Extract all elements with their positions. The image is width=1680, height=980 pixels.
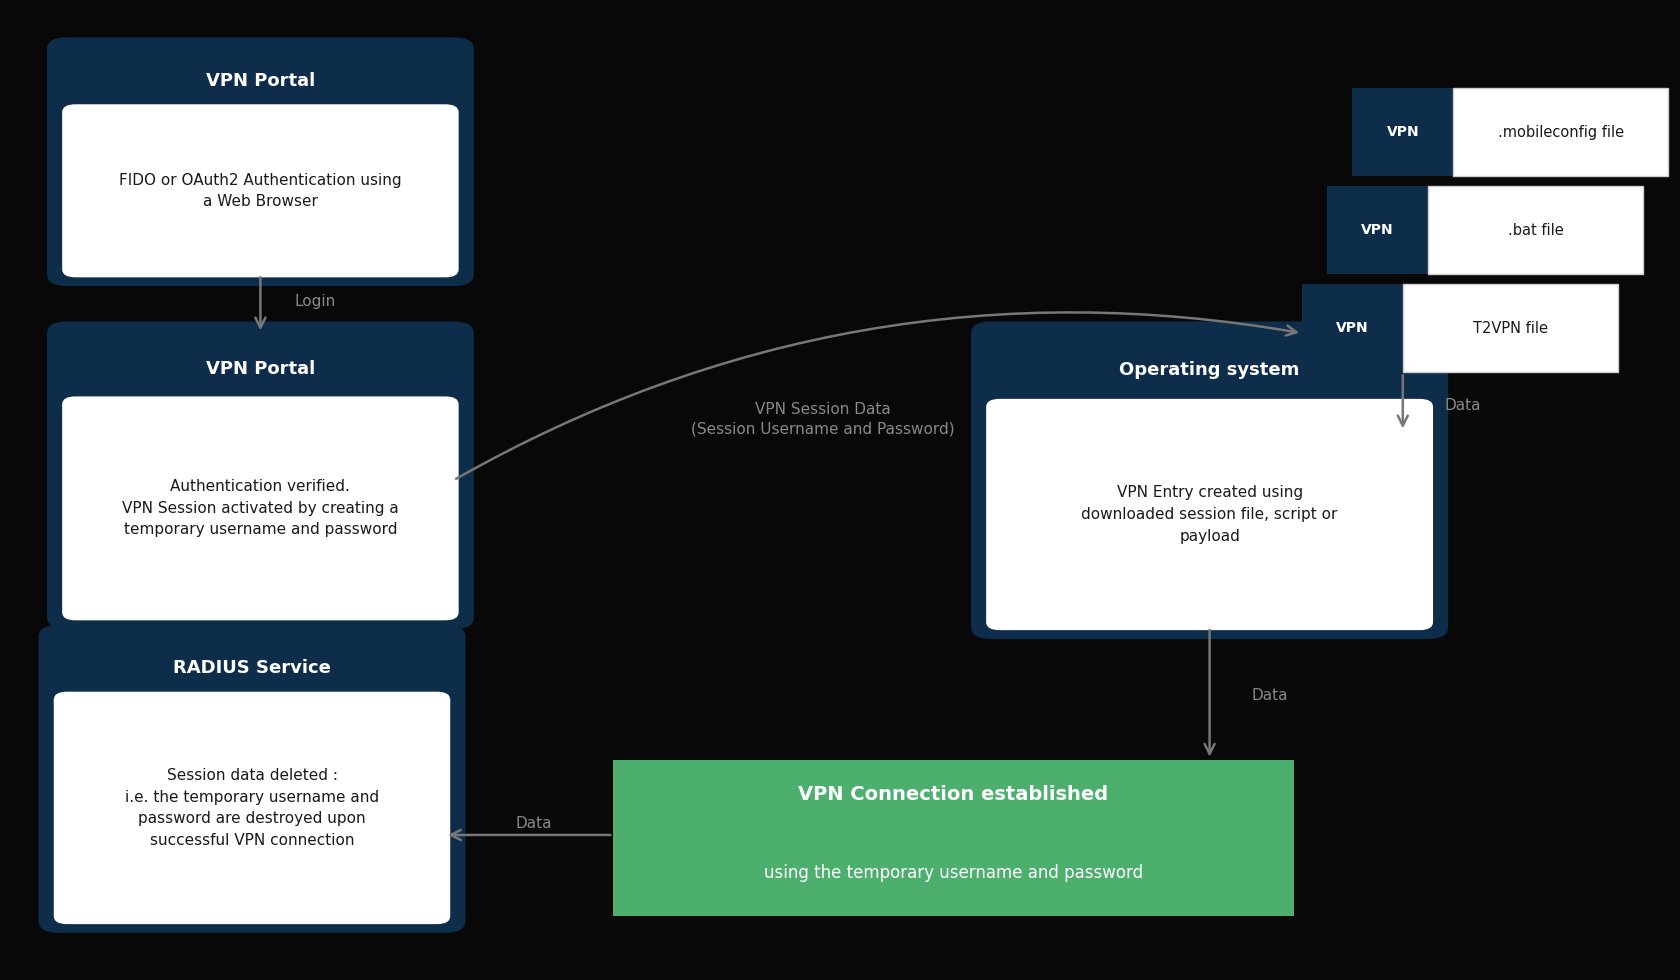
Text: VPN Entry created using
downloaded session file, script or
payload: VPN Entry created using downloaded sessi… [1082, 485, 1337, 544]
FancyBboxPatch shape [1453, 88, 1668, 176]
FancyBboxPatch shape [62, 397, 459, 620]
FancyBboxPatch shape [54, 692, 450, 924]
Text: Session data deleted :
i.e. the temporary username and
password are destroyed up: Session data deleted : i.e. the temporar… [124, 768, 380, 848]
Text: .mobileconfig file: .mobileconfig file [1497, 124, 1625, 140]
Text: Data: Data [1252, 688, 1289, 704]
Text: RADIUS Service: RADIUS Service [173, 660, 331, 677]
Text: Login: Login [294, 294, 336, 310]
FancyBboxPatch shape [39, 625, 465, 933]
FancyBboxPatch shape [986, 399, 1433, 630]
FancyBboxPatch shape [47, 37, 474, 286]
Text: Data: Data [1445, 398, 1482, 414]
Text: .bat file: .bat file [1507, 222, 1564, 238]
Text: FIDO or OAuth2 Authentication using
a Web Browser: FIDO or OAuth2 Authentication using a We… [119, 172, 402, 209]
FancyBboxPatch shape [1327, 186, 1428, 274]
FancyBboxPatch shape [1403, 284, 1618, 372]
Text: VPN Session Data
(Session Username and Password): VPN Session Data (Session Username and P… [692, 402, 954, 437]
Text: VPN Portal: VPN Portal [205, 72, 316, 89]
Text: VPN: VPN [1361, 223, 1394, 237]
Text: Authentication verified.
VPN Session activated by creating a
temporary username : Authentication verified. VPN Session act… [123, 479, 398, 537]
FancyBboxPatch shape [971, 321, 1448, 639]
Text: VPN: VPN [1336, 321, 1369, 335]
FancyBboxPatch shape [1302, 284, 1403, 372]
Text: Operating system: Operating system [1119, 361, 1300, 379]
FancyBboxPatch shape [1428, 186, 1643, 274]
FancyBboxPatch shape [613, 760, 1294, 916]
Text: T2VPN file: T2VPN file [1473, 320, 1547, 336]
Text: using the temporary username and password: using the temporary username and passwor… [764, 864, 1142, 882]
Text: VPN Portal: VPN Portal [205, 360, 316, 377]
FancyBboxPatch shape [47, 321, 474, 629]
Text: Data: Data [516, 815, 553, 831]
FancyBboxPatch shape [1352, 88, 1453, 176]
Text: VPN: VPN [1386, 125, 1420, 139]
Text: VPN Connection established: VPN Connection established [798, 785, 1109, 805]
FancyBboxPatch shape [62, 104, 459, 277]
